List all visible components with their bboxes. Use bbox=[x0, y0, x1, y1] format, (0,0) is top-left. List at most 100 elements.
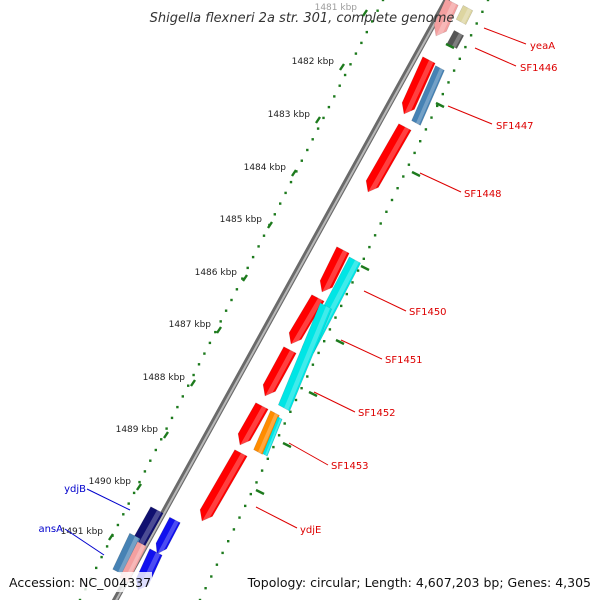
tick-dot bbox=[255, 481, 258, 484]
tick-dot bbox=[283, 422, 286, 425]
tick-dot bbox=[249, 492, 252, 496]
tick-dot bbox=[170, 416, 174, 420]
tick-dot bbox=[257, 245, 260, 248]
tick-dot bbox=[328, 328, 332, 331]
tick-dot bbox=[221, 551, 224, 555]
tick-dot bbox=[149, 459, 152, 462]
tick-label: 1483 kbp bbox=[268, 110, 311, 120]
tick-dot bbox=[122, 513, 125, 516]
tick-dot bbox=[486, 0, 490, 2]
gene-label[interactable]: SF1447 bbox=[496, 121, 534, 132]
tick-mark bbox=[216, 326, 222, 334]
gene-label[interactable]: SF1453 bbox=[331, 461, 369, 472]
tick-dot bbox=[368, 245, 371, 249]
cds-feature-orange bbox=[253, 410, 280, 455]
tick-dots-layer bbox=[78, 0, 490, 600]
tick-dot bbox=[360, 41, 363, 45]
tick-dot bbox=[441, 92, 444, 96]
tick-dot bbox=[362, 257, 365, 260]
tick-dot bbox=[246, 266, 249, 270]
gene-label[interactable]: SF1450 bbox=[409, 307, 447, 318]
tick-dot bbox=[333, 95, 336, 98]
gene-label-leader bbox=[363, 290, 407, 312]
tick-mark bbox=[335, 338, 345, 346]
gene-label-leader bbox=[255, 506, 298, 529]
gene-label[interactable]: SF1452 bbox=[358, 408, 396, 419]
gene-label[interactable]: ansA bbox=[38, 524, 63, 535]
tick-dot bbox=[181, 395, 184, 398]
tick-dot bbox=[116, 523, 120, 527]
tick-dot bbox=[272, 445, 275, 449]
tick-dot bbox=[266, 457, 269, 460]
tick-dot bbox=[379, 222, 382, 225]
tick-label: 1490 kbp bbox=[89, 477, 132, 487]
gene-label[interactable]: SF1446 bbox=[520, 63, 558, 74]
cds-feature-steel-shine bbox=[416, 68, 444, 125]
tick-dot bbox=[127, 502, 130, 505]
gene-label-leader bbox=[447, 105, 493, 125]
tick-label: 1487 kbp bbox=[169, 320, 212, 330]
tick-dot bbox=[322, 116, 325, 120]
gene-label-leader bbox=[340, 339, 383, 360]
tick-mark bbox=[291, 169, 297, 177]
tick-layer: 1481 kbp 1482 kbp 1483 kbp 1484 kbp 1485 kbp… bbox=[61, 3, 455, 541]
tick-label: 1485 kbp bbox=[220, 215, 263, 225]
tick-dot bbox=[300, 387, 303, 390]
tick-dot bbox=[317, 351, 320, 355]
tick-dot bbox=[260, 469, 264, 472]
tick-dot bbox=[192, 373, 195, 377]
tick-mark bbox=[282, 441, 292, 449]
cds-feature-grey bbox=[446, 29, 465, 50]
gene-label-leader bbox=[419, 172, 462, 193]
tick-dot bbox=[464, 45, 467, 49]
gene-label[interactable]: SF1448 bbox=[464, 189, 502, 200]
gene-label[interactable]: SF1451 bbox=[385, 355, 423, 366]
gene-label[interactable]: yeaA bbox=[530, 41, 555, 52]
tick-dot bbox=[354, 52, 358, 55]
tick-dot bbox=[413, 151, 416, 155]
tick-label: 1482 kbp bbox=[292, 57, 335, 67]
tick-dot bbox=[244, 504, 247, 508]
tick-dot bbox=[356, 269, 360, 272]
tick-dot bbox=[208, 341, 212, 345]
tick-dot bbox=[100, 555, 103, 559]
tick-dot bbox=[334, 316, 337, 319]
tick-dot bbox=[343, 73, 347, 77]
genome-summary-text: Topology: circular; Length: 4,607,203 bp… bbox=[247, 575, 591, 590]
tick-dot bbox=[390, 198, 394, 202]
cds-feature-tan bbox=[455, 4, 474, 26]
tick-dot bbox=[481, 10, 484, 13]
cds-feature-cyan-2-shine bbox=[284, 306, 331, 411]
cds-feature-pink bbox=[433, 0, 459, 37]
tick-mark bbox=[255, 488, 265, 496]
cds-feature-cyan-3 bbox=[262, 416, 283, 457]
tick-dot bbox=[373, 234, 377, 237]
cds-feature-ydje bbox=[199, 449, 248, 522]
tick-dot bbox=[316, 127, 320, 130]
cds-feature-ydje-shine bbox=[202, 453, 246, 524]
tick-dot bbox=[365, 30, 368, 34]
tick-dot bbox=[160, 438, 163, 441]
tick-mark bbox=[362, 9, 368, 17]
tick-dot bbox=[279, 202, 282, 205]
tick-label: 1481 kbp bbox=[315, 3, 358, 13]
cds-feature-blue-1-shine bbox=[157, 520, 179, 556]
tick-dot bbox=[95, 566, 98, 570]
tick-dot bbox=[338, 84, 341, 87]
tick-label: 1486 kbp bbox=[195, 268, 238, 278]
summary-background bbox=[258, 572, 596, 592]
tick-dot bbox=[306, 375, 309, 378]
tick-dot bbox=[204, 587, 207, 590]
gene-label[interactable]: ydjE bbox=[300, 525, 321, 536]
tick-dot bbox=[381, 0, 385, 2]
gene-label-leader bbox=[474, 47, 517, 67]
tick-mark bbox=[190, 379, 196, 387]
cds-feature-sf1452 bbox=[262, 346, 297, 397]
tick-dot bbox=[105, 545, 109, 548]
gene-label[interactable]: ydjB bbox=[64, 484, 86, 495]
tick-mark bbox=[163, 431, 169, 439]
tick-dot bbox=[323, 340, 326, 343]
cds-feature-pink-shine bbox=[436, 2, 457, 39]
tick-mark bbox=[108, 533, 114, 541]
